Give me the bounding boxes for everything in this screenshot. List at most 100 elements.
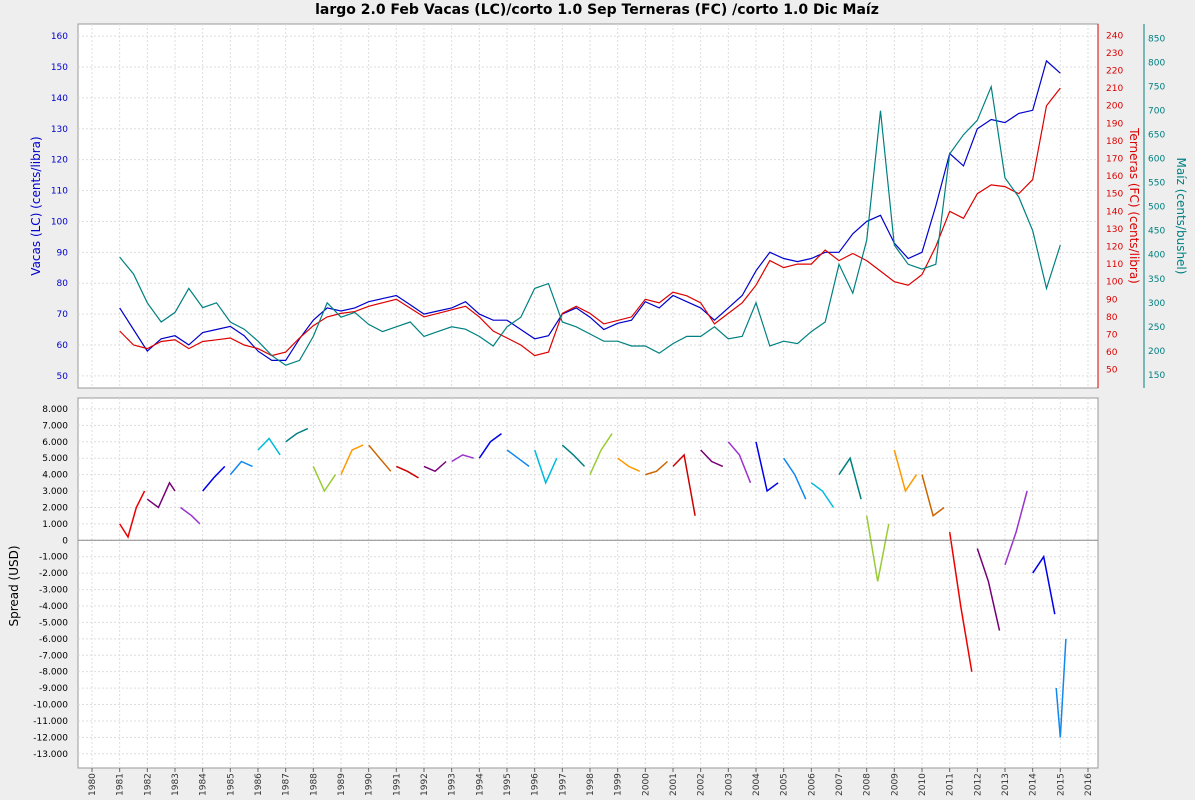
y-tick-label: 90 [57, 248, 69, 258]
y-tick-label: 70 [57, 310, 69, 320]
y-tick-label: 120 [1106, 242, 1123, 252]
right-axis-2-label: Maíz (cents/bushel) [1174, 158, 1188, 275]
y-tick-label: -7.000 [39, 651, 68, 661]
y-tick-label: 200 [1148, 347, 1165, 357]
x-tick-label: 2005 [780, 773, 790, 796]
spread-segment [395, 465, 419, 479]
y-tick-label: -1.000 [39, 553, 68, 563]
y-tick-label: 190 [1106, 119, 1123, 129]
upper-plot-panel: 50 60 70 80 90 100 110 120 130 140 150 160 50 60 70 80… [29, 23, 1188, 389]
x-tick-label: 1985 [226, 773, 236, 796]
x-tick-label: 1988 [309, 773, 319, 796]
series-line-right2 [119, 84, 1061, 366]
spread-segment [645, 460, 668, 476]
x-tick-label: 1980 [88, 773, 98, 796]
y-tick-label: -3.000 [39, 586, 68, 596]
y-tick-label: -4.000 [39, 602, 68, 612]
y-tick-label: 0 [62, 536, 68, 546]
x-tick-label: 2002 [697, 773, 707, 796]
y-tick-label: 110 [51, 187, 68, 197]
y-tick-label: -5.000 [39, 618, 68, 628]
x-tick-label: 1989 [337, 773, 347, 796]
spread-segment [257, 437, 281, 456]
spread-segment [1032, 554, 1056, 615]
y-tick-label: -2.000 [39, 569, 68, 579]
spread-segment [838, 456, 862, 500]
y-tick-label: -6.000 [39, 635, 68, 645]
y-tick-label: 220 [1106, 66, 1123, 76]
x-tick-label: 2014 [1029, 773, 1039, 796]
x-tick-label: 1994 [475, 773, 485, 796]
spread-segment [700, 449, 724, 468]
y-tick-label: 230 [1106, 49, 1123, 59]
y-tick-label: 3.000 [42, 487, 68, 497]
x-tick-label: 2001 [669, 773, 679, 796]
lower-gridlines [78, 398, 1098, 768]
spread-segment [727, 441, 752, 484]
upper-series-group [119, 59, 1061, 366]
lower-plot-area [77, 397, 1099, 769]
y-tick-label: 500 [1148, 203, 1165, 213]
spread-segment [810, 482, 835, 508]
x-tick-label: 1995 [503, 773, 513, 796]
y-tick-label: 240 [1106, 31, 1123, 41]
x-tick-label: 1993 [448, 773, 458, 796]
x-tick-label: 1999 [614, 773, 624, 796]
y-tick-label: 750 [1148, 83, 1165, 93]
x-tick-label: 2007 [835, 773, 845, 796]
y-tick-label: 60 [1106, 348, 1118, 358]
y-tick-label: 250 [1148, 323, 1165, 333]
spread-segment [1004, 490, 1028, 566]
y-tick-label: 150 [1148, 371, 1165, 381]
x-tick-label: 2003 [724, 773, 734, 796]
y-tick-label: 60 [57, 341, 69, 351]
x-tick-label: 1981 [116, 773, 126, 796]
spread-segment [285, 427, 309, 443]
y-tick-label: 6.000 [42, 438, 68, 448]
spread-segment [589, 433, 613, 475]
x-tick-label: 2015 [1056, 773, 1066, 796]
x-tick-label: 2000 [641, 773, 651, 796]
spread-segment [672, 453, 696, 516]
spread-segment [478, 432, 502, 459]
y-tick-label: 160 [51, 32, 68, 42]
spread-segment [506, 449, 530, 468]
x-tick-label: 1982 [143, 773, 153, 796]
y-tick-label: 150 [1106, 190, 1123, 200]
spread-segment [893, 449, 918, 493]
y-tick-label: 50 [1106, 366, 1118, 376]
y-tick-label: -10.000 [33, 701, 68, 711]
spread-segment [561, 444, 586, 467]
spread-segment [180, 506, 201, 525]
y-tick-label: 50 [57, 372, 69, 382]
x-tick-label: 1998 [586, 773, 596, 796]
spread-segment [617, 457, 641, 472]
spread-segment [423, 460, 447, 473]
y-tick-label: 150 [51, 63, 68, 73]
left-axis-label: Vacas (LC) (cents/libra) [29, 136, 43, 275]
spread-segment [755, 441, 779, 493]
x-tick-label: 1992 [420, 773, 430, 796]
y-tick-label: -11.000 [33, 717, 68, 727]
y-tick-label: 110 [1106, 260, 1123, 270]
x-tick-label: 1990 [365, 773, 375, 796]
y-tick-label: 300 [1148, 299, 1165, 309]
right-axis-1-ticks: 50 60 70 80 90 100 110 120 130 140 150 160 170 180 190… [1106, 31, 1123, 375]
y-tick-label: 8.000 [42, 405, 68, 415]
y-tick-label: 700 [1148, 107, 1165, 117]
series-line-right1 [119, 87, 1061, 357]
spread-segment [202, 465, 226, 492]
x-tick-label: 1986 [254, 773, 264, 796]
series-line-left [119, 59, 1061, 361]
x-tick-label: 2010 [918, 773, 928, 796]
y-tick-label: 130 [51, 125, 68, 135]
spread-segment [1055, 638, 1067, 738]
spread-segment [229, 460, 253, 476]
spread-segment [119, 490, 146, 539]
y-tick-label: 170 [1106, 154, 1123, 164]
x-axis-ticks: 1980 1981 1982 1983 1984 1985 1986 1987 1988 1989… [88, 768, 1094, 796]
spread-segment [865, 515, 890, 582]
y-tick-label: 180 [1106, 137, 1123, 147]
spread-segment [976, 548, 1001, 631]
